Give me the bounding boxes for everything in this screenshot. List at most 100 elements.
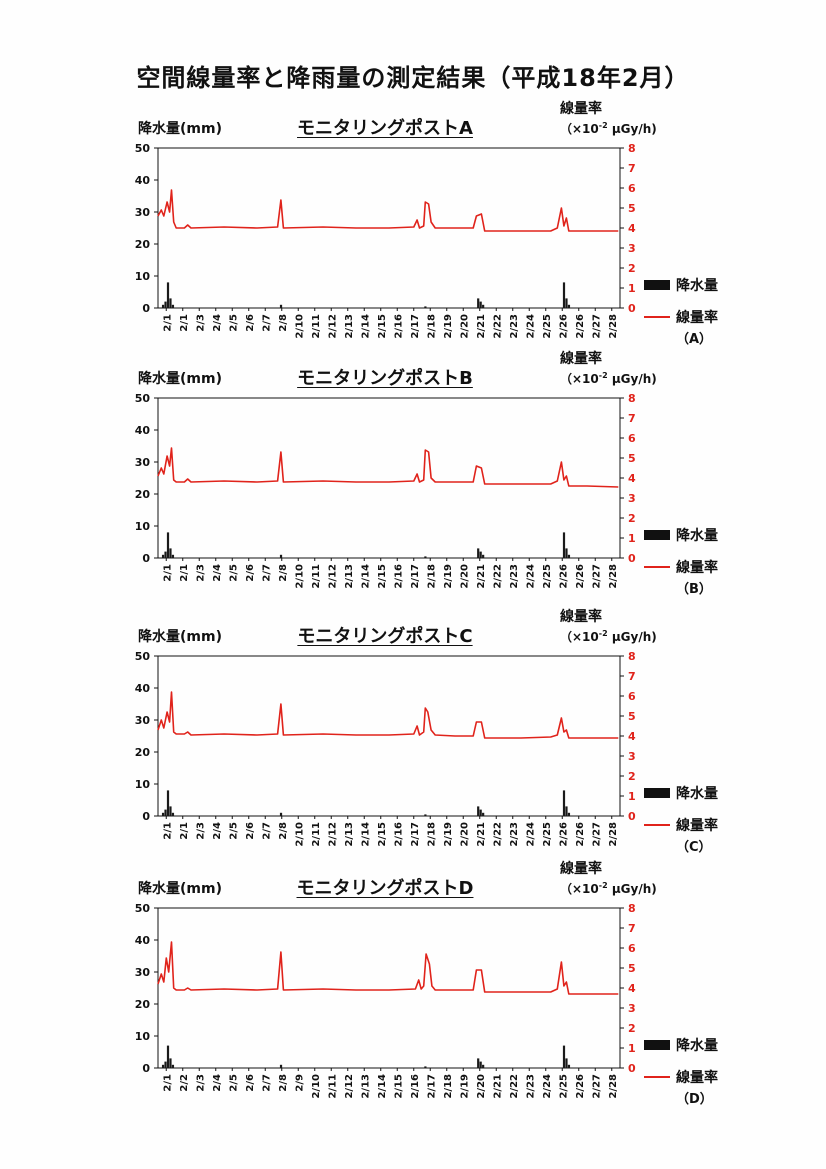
dose-tick-label: 6 — [628, 690, 636, 703]
unit-exponent: -2 — [598, 881, 608, 890]
dose-tick-label: 7 — [628, 922, 636, 935]
legend-dose-label: 線量率 — [676, 310, 718, 326]
rain-bar — [161, 1064, 165, 1068]
x-tick-label: 2/1 — [179, 564, 190, 582]
rain-bar — [477, 298, 480, 308]
x-tick-label: 2/13 — [344, 314, 355, 339]
x-tick-label: 2/1 — [162, 1074, 173, 1092]
x-tick-label: 2/1 — [179, 822, 190, 840]
chart-panel: モニタリングポストC 降水量(mm) 線量率 （×10-2 μGy/h) 0 10 20 30… — [0, 609, 826, 878]
x-tick-label: 2/1 — [179, 314, 190, 332]
rain-bar — [482, 554, 485, 558]
legend-dose: 線量率 — [644, 814, 718, 836]
x-tick-label: 2/14 — [360, 822, 371, 847]
x-tick-label: 2/28 — [608, 1074, 619, 1099]
page-title: 空間線量率と降雨量の測定結果（平成18年2月） — [136, 64, 690, 92]
x-tick-label: 2/21 — [476, 314, 487, 339]
x-tick-label: 2/10 — [294, 822, 305, 847]
x-tick-label: 2/8 — [278, 822, 289, 840]
dose-tick-label: 7 — [628, 670, 636, 683]
dose-axis-label: 線量率 （×10-2 μGy/h) — [560, 606, 657, 645]
rain-tick-label: 10 — [135, 270, 151, 283]
rain-bar — [166, 1045, 170, 1068]
dose-axis-title: 線量率 — [560, 861, 602, 877]
rain-bar — [477, 1058, 480, 1068]
x-tick-label: 2/15 — [377, 822, 388, 847]
plot-frame — [157, 397, 621, 559]
x-tick-label: 2/10 — [311, 1074, 322, 1099]
rain-bar — [562, 282, 566, 308]
rain-bar — [164, 551, 167, 558]
dose-tick-label: 5 — [628, 962, 636, 975]
legend-dose: 線量率 — [644, 1066, 718, 1088]
x-tick-label: 2/7 — [261, 564, 272, 582]
rain-bar — [424, 814, 427, 816]
dose-tick-label: 1 — [628, 790, 636, 803]
dose-tick-label: 5 — [628, 452, 636, 465]
dose-tick-label: 7 — [628, 162, 636, 175]
chart-legend: 降水量 線量率 （B） — [644, 524, 718, 597]
unit-prefix: （×10 — [560, 882, 599, 896]
x-tick-label: 2/13 — [344, 564, 355, 589]
rain-bar — [424, 556, 427, 558]
x-tick-label: 2/26 — [558, 822, 569, 847]
x-tick-label: 2/10 — [294, 314, 305, 339]
chart-title: モニタリングポストB — [297, 368, 473, 389]
rain-bar — [565, 1058, 568, 1068]
x-tick-label: 2/3 — [195, 1074, 206, 1092]
x-tick-label: 2/27 — [591, 822, 602, 847]
x-tick-label: 2/16 — [393, 564, 404, 589]
x-tick-label: 2/26 — [558, 314, 569, 339]
rain-bar — [562, 532, 566, 558]
dose-tick-label: 3 — [628, 492, 636, 505]
dose-swatch — [644, 1076, 670, 1078]
dose-tick-label: 1 — [628, 1042, 636, 1055]
rain-bar — [166, 532, 170, 558]
x-tick-label: 2/28 — [608, 564, 619, 589]
x-tick-label: 2/5 — [228, 1074, 239, 1092]
chart-panel: モニタリングポストB 降水量(mm) 線量率 （×10-2 μGy/h) 0 10 20 30… — [0, 351, 826, 620]
rain-axis-label: 降水量(mm) — [138, 371, 222, 387]
dose-swatch — [644, 824, 670, 826]
x-tick-label: 2/19 — [443, 564, 454, 589]
rain-bar — [279, 812, 283, 816]
x-tick-label: 2/1 — [162, 564, 173, 582]
chart-legend: 降水量 線量率 （C） — [644, 782, 718, 855]
x-tick-label: 2/20 — [459, 564, 470, 589]
chart-legend: 降水量線量率 （D） — [644, 1034, 718, 1107]
x-tick-label: 2/22 — [492, 314, 503, 339]
dose-tick-label: 8 — [628, 902, 636, 915]
x-tick-label: 2/24 — [525, 564, 536, 589]
x-tick-label: 2/25 — [542, 564, 553, 589]
legend-rain-label: 降水量 — [676, 1038, 718, 1054]
dose-tick-label: 7 — [628, 412, 636, 425]
rain-bar — [482, 812, 485, 816]
x-tick-label: 2/11 — [311, 314, 322, 339]
x-tick-label: 2/27 — [591, 314, 602, 339]
rain-bar — [482, 1064, 485, 1068]
x-tick-label: 2/25 — [542, 314, 553, 339]
rain-tick-label: 20 — [135, 746, 151, 759]
dose-tick-label: 3 — [628, 750, 636, 763]
rain-bar — [161, 554, 165, 558]
dose-tick-label: 2 — [628, 512, 636, 525]
x-tick-label: 2/17 — [410, 564, 421, 589]
unit-prefix: （×10 — [560, 372, 599, 386]
dose-tick-label: 6 — [628, 942, 636, 955]
dose-tick-label: 6 — [628, 182, 636, 195]
legend-rain: 降水量 — [644, 524, 718, 546]
chart-svg: 0 10 20 30 40 50 0 1 2 3 4 5 6 7 8 2/1 2/2 2/3 2/4 2/5 2/6 2/… — [135, 902, 636, 1099]
legend-post-label: （D） — [676, 1092, 713, 1107]
rain-bar — [424, 306, 427, 308]
rain-tick-label: 10 — [135, 1030, 151, 1043]
x-tick-label: 2/4 — [212, 1074, 223, 1092]
rain-bar — [161, 812, 165, 816]
dose-axis-label: 線量率 （×10-2 μGy/h) — [560, 858, 657, 897]
plot-frame — [157, 655, 621, 817]
dose-swatch — [644, 566, 670, 568]
x-tick-label: 2/1 — [162, 822, 173, 840]
rain-tick-label: 40 — [135, 424, 151, 437]
x-tick-label: 2/7 — [261, 822, 272, 840]
x-tick-label: 2/15 — [377, 564, 388, 589]
x-tick-label: 2/14 — [360, 314, 371, 339]
